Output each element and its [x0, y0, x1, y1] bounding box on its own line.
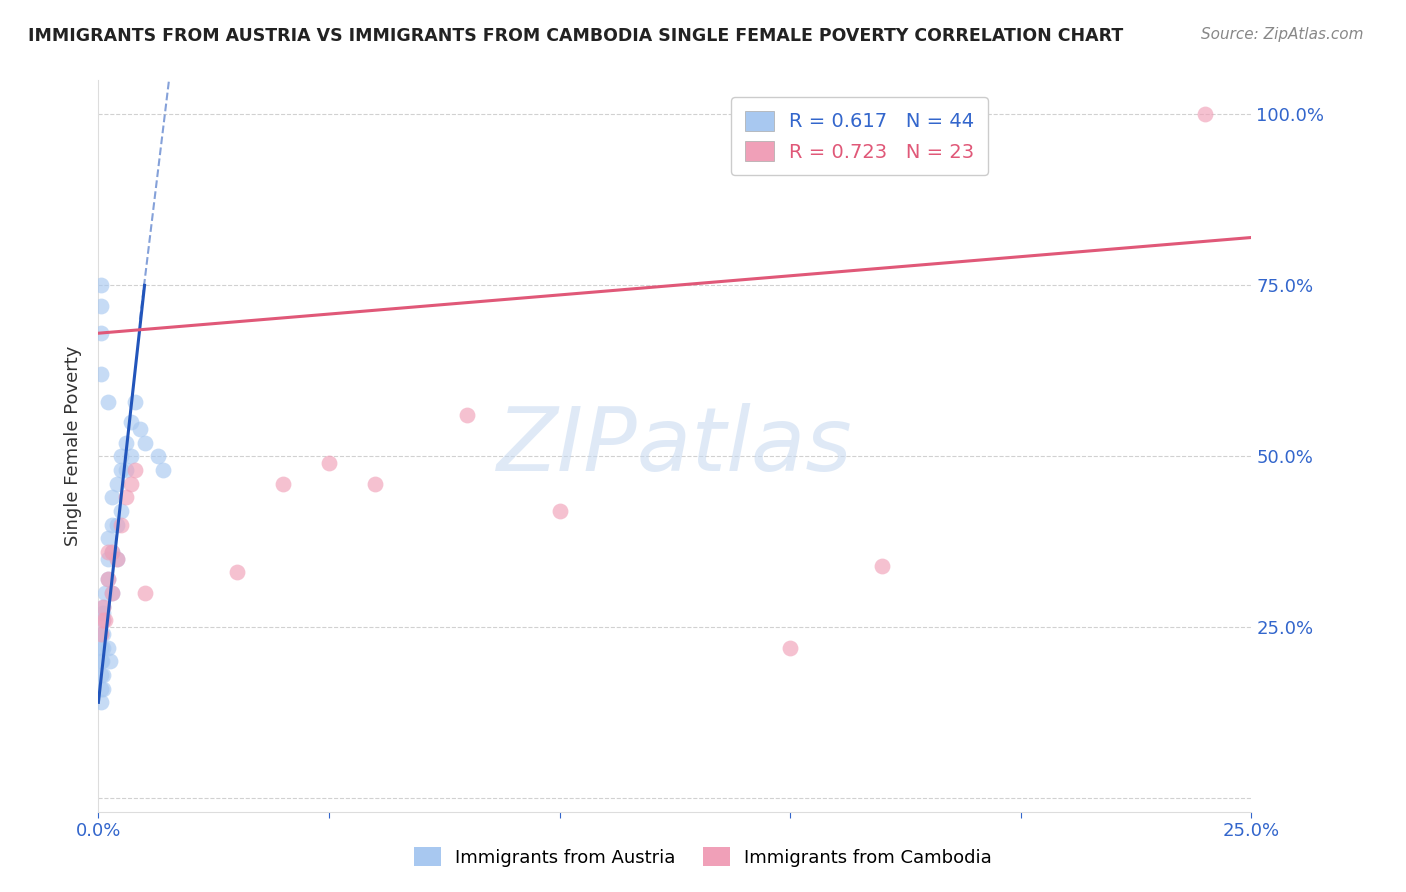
Point [90, 326, 112, 341]
Point [115, 463, 138, 477]
Point [91, 681, 114, 696]
Point [115, 435, 138, 450]
Point [91, 599, 114, 614]
Point [91, 607, 114, 621]
Point [90, 640, 112, 655]
Point [90, 627, 112, 641]
Point [97, 572, 120, 586]
Point [101, 586, 124, 600]
Point [91, 640, 114, 655]
Point [90, 654, 112, 668]
Point [115, 490, 138, 504]
Point [97, 394, 120, 409]
Point [134, 435, 156, 450]
Point [120, 449, 142, 463]
Point [456, 409, 478, 423]
Point [110, 463, 132, 477]
Point [91, 668, 114, 682]
Point [101, 490, 124, 504]
Text: IMMIGRANTS FROM AUSTRIA VS IMMIGRANTS FROM CAMBODIA SINGLE FEMALE POVERTY CORREL: IMMIGRANTS FROM AUSTRIA VS IMMIGRANTS FR… [28, 27, 1123, 45]
Point [110, 449, 132, 463]
Point [90, 695, 112, 709]
Point [91, 627, 114, 641]
Point [94, 586, 117, 600]
Point [90, 627, 112, 641]
Point [105, 551, 128, 566]
Point [120, 415, 142, 429]
Point [110, 517, 132, 532]
Point [91, 599, 114, 614]
Point [101, 545, 124, 559]
Y-axis label: Single Female Poverty: Single Female Poverty [65, 346, 83, 546]
Point [101, 586, 124, 600]
Point [91, 613, 114, 627]
Point [98, 654, 121, 668]
Point [134, 586, 156, 600]
Text: Source: ZipAtlas.com: Source: ZipAtlas.com [1201, 27, 1364, 42]
Point [271, 476, 294, 491]
Point [105, 517, 128, 532]
Point [548, 504, 571, 518]
Legend: Immigrants from Austria, Immigrants from Cambodia: Immigrants from Austria, Immigrants from… [406, 840, 1000, 874]
Point [152, 463, 174, 477]
Point [97, 640, 120, 655]
Point [129, 422, 152, 436]
Point [148, 449, 170, 463]
Point [872, 558, 894, 573]
Point [364, 476, 387, 491]
Point [105, 551, 128, 566]
Point [124, 394, 146, 409]
Point [120, 476, 142, 491]
Point [110, 504, 132, 518]
Point [1194, 107, 1216, 121]
Point [779, 640, 801, 655]
Point [90, 681, 112, 696]
Point [94, 613, 117, 627]
Point [90, 278, 112, 293]
Point [91, 654, 114, 668]
Point [97, 551, 120, 566]
Point [124, 463, 146, 477]
Point [90, 668, 112, 682]
Point [105, 476, 128, 491]
Point [97, 572, 120, 586]
Point [225, 566, 247, 580]
Text: ZIPatlas: ZIPatlas [498, 403, 852, 489]
Point [318, 456, 340, 470]
Point [97, 545, 120, 559]
Point [97, 531, 120, 545]
Point [101, 517, 124, 532]
Point [90, 368, 112, 382]
Point [91, 613, 114, 627]
Point [90, 299, 112, 313]
Point [101, 545, 124, 559]
Legend: R = 0.617   N = 44, R = 0.723   N = 23: R = 0.617 N = 44, R = 0.723 N = 23 [731, 97, 988, 176]
